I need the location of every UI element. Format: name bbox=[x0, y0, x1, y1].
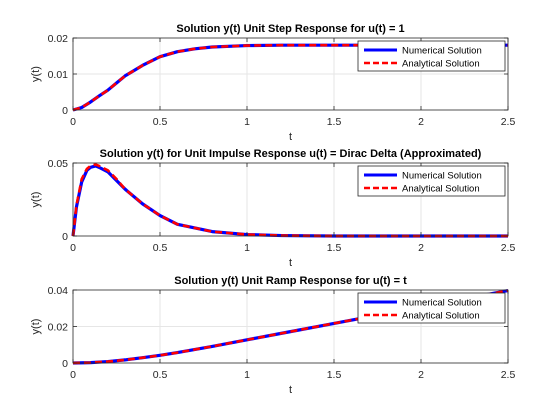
x-axis-label: t bbox=[289, 131, 292, 143]
x-tick-label: 2 bbox=[418, 369, 424, 381]
y-tick-label: 0.05 bbox=[48, 158, 69, 170]
x-tick-label: 1 bbox=[244, 116, 250, 128]
legend-box bbox=[357, 165, 506, 197]
legend-label: Numerical Solution bbox=[402, 171, 482, 182]
x-axis-label: t bbox=[289, 257, 292, 269]
legend: Numerical Solution Analytical Solution bbox=[357, 165, 506, 197]
legend-label: Analytical Solution bbox=[402, 311, 480, 322]
x-tick-label: 1 bbox=[244, 369, 250, 381]
y-tick-label: 0 bbox=[62, 231, 68, 243]
legend-label: Numerical Solution bbox=[402, 298, 482, 309]
legend-label: Analytical Solution bbox=[402, 184, 480, 195]
legend-label: Analytical Solution bbox=[402, 59, 480, 70]
x-tick-label: 2.5 bbox=[501, 116, 516, 128]
subplot-1: 0 0.5 1 1.5 2 2.5 0 0.01 0.02 Solution y(t) Unit … bbox=[30, 23, 515, 143]
x-tick-label: 1.5 bbox=[327, 369, 342, 381]
x-tick-label: 2 bbox=[418, 116, 424, 128]
subplot-3: 0 0.5 1 1.5 2 2.5 0 0.02 0.04 Solution y(t) Unit … bbox=[30, 275, 515, 396]
legend: Numerical Solution Analytical Solution bbox=[357, 40, 506, 72]
subplot-2: 0 0.5 1 1.5 2 2.5 0 0.05 Solution y(t) for Unit … bbox=[30, 148, 515, 269]
x-tick-label: 0.5 bbox=[153, 369, 168, 381]
subplot-title: Solution y(t) Unit Step Response for u(t… bbox=[176, 23, 404, 35]
legend-label: Numerical Solution bbox=[402, 46, 482, 57]
y-tick-label: 0.02 bbox=[48, 33, 69, 45]
x-tick-label: 0 bbox=[70, 242, 76, 254]
y-axis-label: y(t) bbox=[30, 319, 42, 335]
legend: Numerical Solution Analytical Solution bbox=[357, 292, 506, 324]
legend-box bbox=[357, 40, 506, 72]
y-tick-label: 0 bbox=[62, 358, 68, 370]
y-axis-label: y(t) bbox=[30, 66, 42, 82]
x-tick-label: 0 bbox=[70, 116, 76, 128]
analytical-solution-line bbox=[72, 43, 508, 112]
subplot-title: Solution y(t) Unit Ramp Response for u(t… bbox=[174, 275, 407, 287]
x-tick-label: 2.5 bbox=[501, 242, 516, 254]
x-tick-label: 1.5 bbox=[327, 242, 342, 254]
x-tick-label: 2 bbox=[418, 242, 424, 254]
axes-box bbox=[72, 162, 509, 237]
y-tick-label: 0.04 bbox=[48, 285, 69, 297]
y-tick-label: 0.02 bbox=[48, 322, 69, 334]
x-tick-label: 2.5 bbox=[501, 369, 516, 381]
y-tick-label: 0 bbox=[62, 105, 68, 117]
legend-box bbox=[357, 292, 506, 324]
analytical-solution-line bbox=[71, 163, 508, 238]
subplot-title: Solution y(t) for Unit Impulse Response … bbox=[100, 148, 482, 160]
x-axis-label: t bbox=[289, 384, 292, 396]
x-tick-label: 0 bbox=[70, 369, 76, 381]
y-tick-label: 0.01 bbox=[48, 69, 69, 81]
x-tick-label: 1 bbox=[244, 242, 250, 254]
y-axis-label: y(t) bbox=[30, 192, 42, 208]
x-tick-label: 1.5 bbox=[327, 116, 342, 128]
x-tick-label: 0.5 bbox=[153, 116, 168, 128]
x-tick-label: 0.5 bbox=[153, 242, 168, 254]
